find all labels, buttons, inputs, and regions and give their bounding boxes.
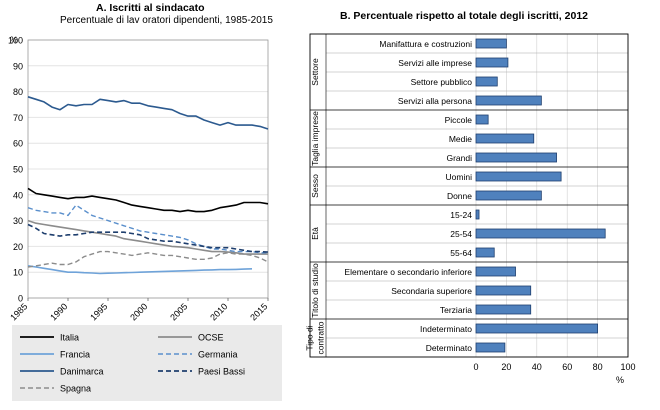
bar (475, 152, 557, 163)
y-axis-unit: % (10, 35, 18, 45)
category-label: Terziaria (440, 305, 472, 315)
y-tick-label: 50 (13, 165, 23, 175)
series-line-danimarca (27, 96, 269, 130)
x-tick-label: 1985 (8, 301, 29, 322)
x-tick-label: 20 (501, 362, 511, 372)
panel-b-title: B. Percentuale rispetto al totale degli … (340, 10, 589, 22)
y-tick-label: 40 (13, 190, 23, 200)
bar (475, 323, 598, 334)
bar (475, 342, 506, 353)
bar (475, 228, 606, 239)
category-label: 25-54 (450, 229, 472, 239)
x-tick-label: 2000 (128, 301, 149, 322)
category-label: Medie (449, 134, 472, 144)
x-tick-label: 100 (620, 362, 635, 372)
series-line-spagna (27, 250, 269, 268)
line-chart-svg: 0 10 20 30 40 50 60 70 80 90 100% 1985 1990 1995 2000 2… (8, 35, 282, 401)
y-tick-label: 80 (13, 87, 23, 97)
y-tick-label: 70 (13, 113, 23, 123)
x-tick-label: 2005 (168, 301, 189, 322)
y-tick-label: 60 (13, 139, 23, 149)
x-tick-label: 60 (562, 362, 572, 372)
group-label: Sesso (310, 174, 320, 198)
bar (475, 304, 532, 315)
group-label: Taglia imprese (310, 111, 320, 166)
series-line-francia (27, 265, 253, 275)
category-label: Donne (447, 191, 472, 201)
category-label: Settore pubblico (411, 77, 473, 87)
legend-label: OCSE (198, 333, 224, 343)
bar (475, 285, 532, 296)
group-label: contratto (316, 321, 326, 354)
x-tick-label: 0 (473, 362, 478, 372)
category-label: Servizi alla persona (398, 96, 472, 106)
y-tick-label: 10 (13, 268, 23, 278)
bar (475, 247, 495, 258)
panel-a-line-chart: A. Iscritti al sindacato Percentuale di … (0, 0, 296, 410)
group-label: Tipo di (305, 325, 315, 350)
category-label: Manifattura e costruzioni (379, 39, 472, 49)
bar (475, 209, 480, 220)
category-label: Secondaria superiore (391, 286, 472, 296)
bar (475, 133, 535, 144)
category-label: Elementare o secondario inferiore (344, 267, 472, 277)
bar (475, 190, 542, 201)
y-tick-label: 30 (13, 216, 23, 226)
category-label: 55-64 (450, 248, 472, 258)
y-tick-label: 20 (13, 242, 23, 252)
x-tick-label: 1990 (48, 301, 69, 322)
category-label: Servizi alle imprese (398, 58, 472, 68)
group-label: Settore (310, 58, 320, 86)
panel-a-title: A. Iscritti al sindacato (96, 2, 205, 14)
series-line-ocse (27, 219, 268, 255)
category-label: Grandi (446, 153, 472, 163)
y-tick-label: 100 (8, 36, 23, 46)
category-label: 15-24 (450, 210, 472, 220)
legend-box (12, 325, 282, 401)
group-label: Età (310, 227, 320, 240)
legend-label: Francia (60, 350, 90, 360)
bar (475, 57, 509, 68)
x-tick-label: 2010 (208, 301, 229, 322)
y-tick-label: 0 (18, 294, 23, 304)
category-label: Piccole (445, 115, 473, 125)
panel-b-bar-chart: B. Percentuale rispetto al totale degli … (300, 0, 660, 410)
bar-chart-svg: 0 20 40 60 80 100% Manifattura e costruzioni Se… (305, 33, 636, 385)
group-label: Titolo di studio (310, 263, 320, 318)
bar (475, 95, 542, 106)
bar (475, 266, 516, 277)
legend-label: Italia (60, 333, 79, 343)
series-line-italia (27, 187, 269, 213)
plot-frame (309, 33, 629, 358)
series-line-paesi-bassi (27, 223, 269, 253)
bar (475, 38, 507, 49)
legend-label: Danimarca (60, 367, 104, 377)
bar (475, 171, 562, 182)
category-label: Indeterminato (420, 324, 472, 334)
bar (475, 76, 498, 87)
x-tick-label: 2015 (248, 301, 269, 322)
x-tick-label: 1995 (88, 301, 109, 322)
x-axis-unit: % (616, 375, 624, 385)
category-label: Determinato (426, 343, 473, 353)
series-line-germania (27, 204, 268, 254)
legend-label: Spagna (60, 384, 91, 394)
legend-label: Paesi Bassi (198, 367, 245, 377)
x-tick-label: 80 (593, 362, 603, 372)
panel-a-subtitle: Percentuale di lav oratori dipendenti, 1… (60, 15, 273, 26)
legend-label: Germania (198, 350, 238, 360)
y-tick-label: 90 (13, 61, 23, 71)
x-tick-label: 40 (532, 362, 542, 372)
bar (475, 114, 489, 125)
category-label: Uomini (446, 172, 473, 182)
